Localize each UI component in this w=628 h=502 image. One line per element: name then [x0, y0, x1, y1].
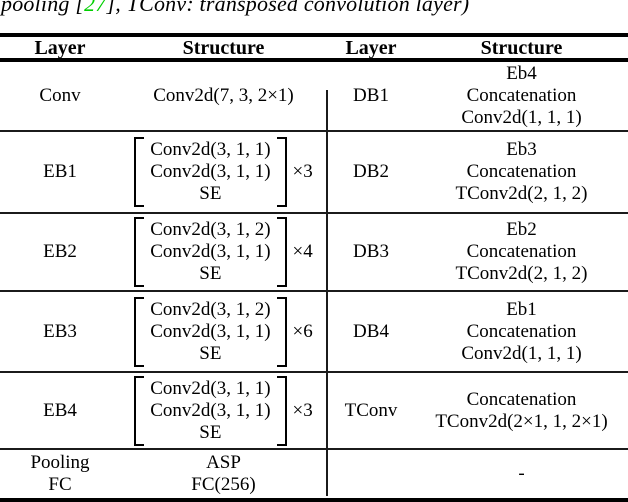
table-caption-fragment: pooling [27], TConv: transposed convolut… [1, 0, 469, 17]
header-structure-right: Structure [480, 37, 563, 59]
structure-cell: Conv2d(7, 3, 2×1) [153, 85, 294, 106]
structure-line: Eb3 [506, 139, 537, 160]
table-row: EB4 Conv2d(3, 1, 1) Conv2d(3, 1, 1) SE ×… [0, 373, 628, 450]
block-line: Conv2d(3, 1, 1) [150, 399, 271, 421]
header-structure-left: Structure [182, 37, 265, 59]
structure-cell: - [518, 463, 525, 484]
block-multiplier: ×4 [292, 241, 313, 262]
block-multiplier: ×3 [292, 161, 313, 182]
header-layer-left: Layer [34, 37, 86, 59]
layer-cell: TConv [344, 399, 398, 421]
left-bracket [134, 217, 145, 287]
block-line: SE [199, 342, 222, 364]
structure-cell: Eb4 Concatenation Conv2d(1, 1, 1) [415, 62, 628, 130]
block-line: Conv2d(3, 1, 2) [150, 219, 271, 240]
layer-cell: DB4 [353, 320, 389, 342]
table-header-row: Layer Structure Layer Structure [0, 37, 628, 62]
block-lines: Conv2d(3, 1, 2) Conv2d(3, 1, 1) SE [147, 217, 273, 287]
structure-line: Conv2d(1, 1, 1) [461, 107, 582, 128]
layer-cell [327, 450, 415, 498]
block-line: Conv2d(3, 1, 1) [150, 161, 271, 182]
structure-line: Concatenation [466, 241, 577, 262]
right-bracket [276, 296, 287, 367]
right-bracket [276, 137, 287, 207]
block-line: Conv2d(3, 1, 1) [150, 320, 271, 342]
right-bracket [276, 375, 287, 446]
header-layer-right: Layer [345, 37, 397, 59]
block-lines: Conv2d(3, 1, 1) Conv2d(3, 1, 1) SE [147, 376, 273, 446]
layer-cell: EB1 [43, 161, 77, 182]
block-line: Conv2d(3, 1, 1) [150, 139, 271, 160]
structure-cell: Conv2d(3, 1, 2) Conv2d(3, 1, 1) SE ×6 [120, 292, 327, 371]
citation-link[interactable]: 27 [84, 0, 107, 16]
structure-line: FC(256) [191, 474, 256, 495]
layer-cell: EB2 [43, 241, 77, 262]
layer-cell: EB3 [43, 320, 77, 342]
table-row: EB2 Conv2d(3, 1, 2) Conv2d(3, 1, 1) SE ×… [0, 214, 628, 292]
repeated-block: Conv2d(3, 1, 2) Conv2d(3, 1, 1) SE ×6 [134, 296, 313, 367]
structure-line: Eb1 [506, 298, 537, 320]
block-multiplier: ×6 [292, 320, 313, 342]
left-bracket [134, 375, 145, 446]
table-row: EB1 Conv2d(3, 1, 1) Conv2d(3, 1, 1) SE ×… [0, 132, 628, 214]
caption-text-suffix: ], TConv: transposed convolution layer) [106, 0, 470, 16]
block-line: Conv2d(3, 1, 1) [150, 377, 271, 399]
table-row: Pooling FC ASP FC(256) - [0, 450, 628, 498]
structure-cell: Conv2d(3, 1, 1) Conv2d(3, 1, 1) SE ×3 [120, 373, 327, 448]
block-line: SE [199, 421, 222, 443]
layer-line: Pooling [30, 452, 90, 473]
layer-cell: DB3 [353, 241, 389, 262]
structure-line: Concatenation [466, 85, 577, 106]
repeated-block: Conv2d(3, 1, 2) Conv2d(3, 1, 1) SE ×4 [134, 217, 313, 287]
structure-line: Conv2d(1, 1, 1) [461, 342, 582, 364]
architecture-table: Layer Structure Layer Structure Conv Con… [0, 33, 628, 502]
structure-line: Concatenation [466, 320, 577, 342]
structure-line: TConv2d(2, 1, 2) [455, 263, 588, 284]
structure-cell: Eb2 Concatenation TConv2d(2, 1, 2) [415, 214, 628, 290]
layer-cell: DB2 [353, 161, 389, 182]
structure-line: Concatenation [466, 388, 577, 410]
layer-cell: DB1 [353, 85, 389, 106]
block-line: Conv2d(3, 1, 1) [150, 241, 271, 262]
structure-cell: Eb3 Concatenation TConv2d(2, 1, 2) [415, 132, 628, 212]
structure-cell: Conv2d(3, 1, 2) Conv2d(3, 1, 1) SE ×4 [120, 214, 327, 290]
structure-line: Concatenation [466, 161, 577, 182]
block-lines: Conv2d(3, 1, 1) Conv2d(3, 1, 1) SE [147, 137, 273, 207]
table-row: EB3 Conv2d(3, 1, 2) Conv2d(3, 1, 1) SE ×… [0, 292, 628, 373]
structure-line: Eb4 [506, 63, 537, 84]
block-line: SE [199, 183, 222, 204]
structure-line: Eb2 [506, 219, 537, 240]
left-bracket [134, 296, 145, 367]
structure-cell: ASP FC(256) [120, 450, 327, 498]
structure-line: TConv2d(2×1, 1, 2×1) [435, 410, 608, 432]
block-multiplier: ×3 [292, 399, 313, 421]
structure-cell: Concatenation TConv2d(2×1, 1, 2×1) [415, 373, 628, 448]
block-line: Conv2d(3, 1, 2) [150, 298, 271, 320]
structure-cell: Eb1 Concatenation Conv2d(1, 1, 1) [415, 292, 628, 371]
layer-line: FC [48, 474, 72, 495]
layer-cell: Conv [39, 85, 81, 106]
block-lines: Conv2d(3, 1, 2) Conv2d(3, 1, 1) SE [147, 297, 273, 367]
right-bracket [276, 217, 287, 287]
block-line: SE [199, 263, 222, 284]
structure-cell: Conv2d(3, 1, 1) Conv2d(3, 1, 1) SE ×3 [120, 132, 327, 212]
table-row: Conv Conv2d(7, 3, 2×1) DB1 Eb4 Concatena… [0, 62, 628, 132]
column-divider-rule [326, 90, 328, 496]
repeated-block: Conv2d(3, 1, 1) Conv2d(3, 1, 1) SE ×3 [134, 137, 313, 207]
caption-text-prefix: pooling [ [1, 0, 85, 16]
layer-cell: EB4 [43, 399, 77, 421]
left-bracket [134, 137, 145, 207]
structure-line: TConv2d(2, 1, 2) [455, 183, 588, 204]
repeated-block: Conv2d(3, 1, 1) Conv2d(3, 1, 1) SE ×3 [134, 375, 313, 446]
layer-cell: Pooling FC [0, 450, 120, 498]
structure-line: ASP [206, 452, 241, 473]
